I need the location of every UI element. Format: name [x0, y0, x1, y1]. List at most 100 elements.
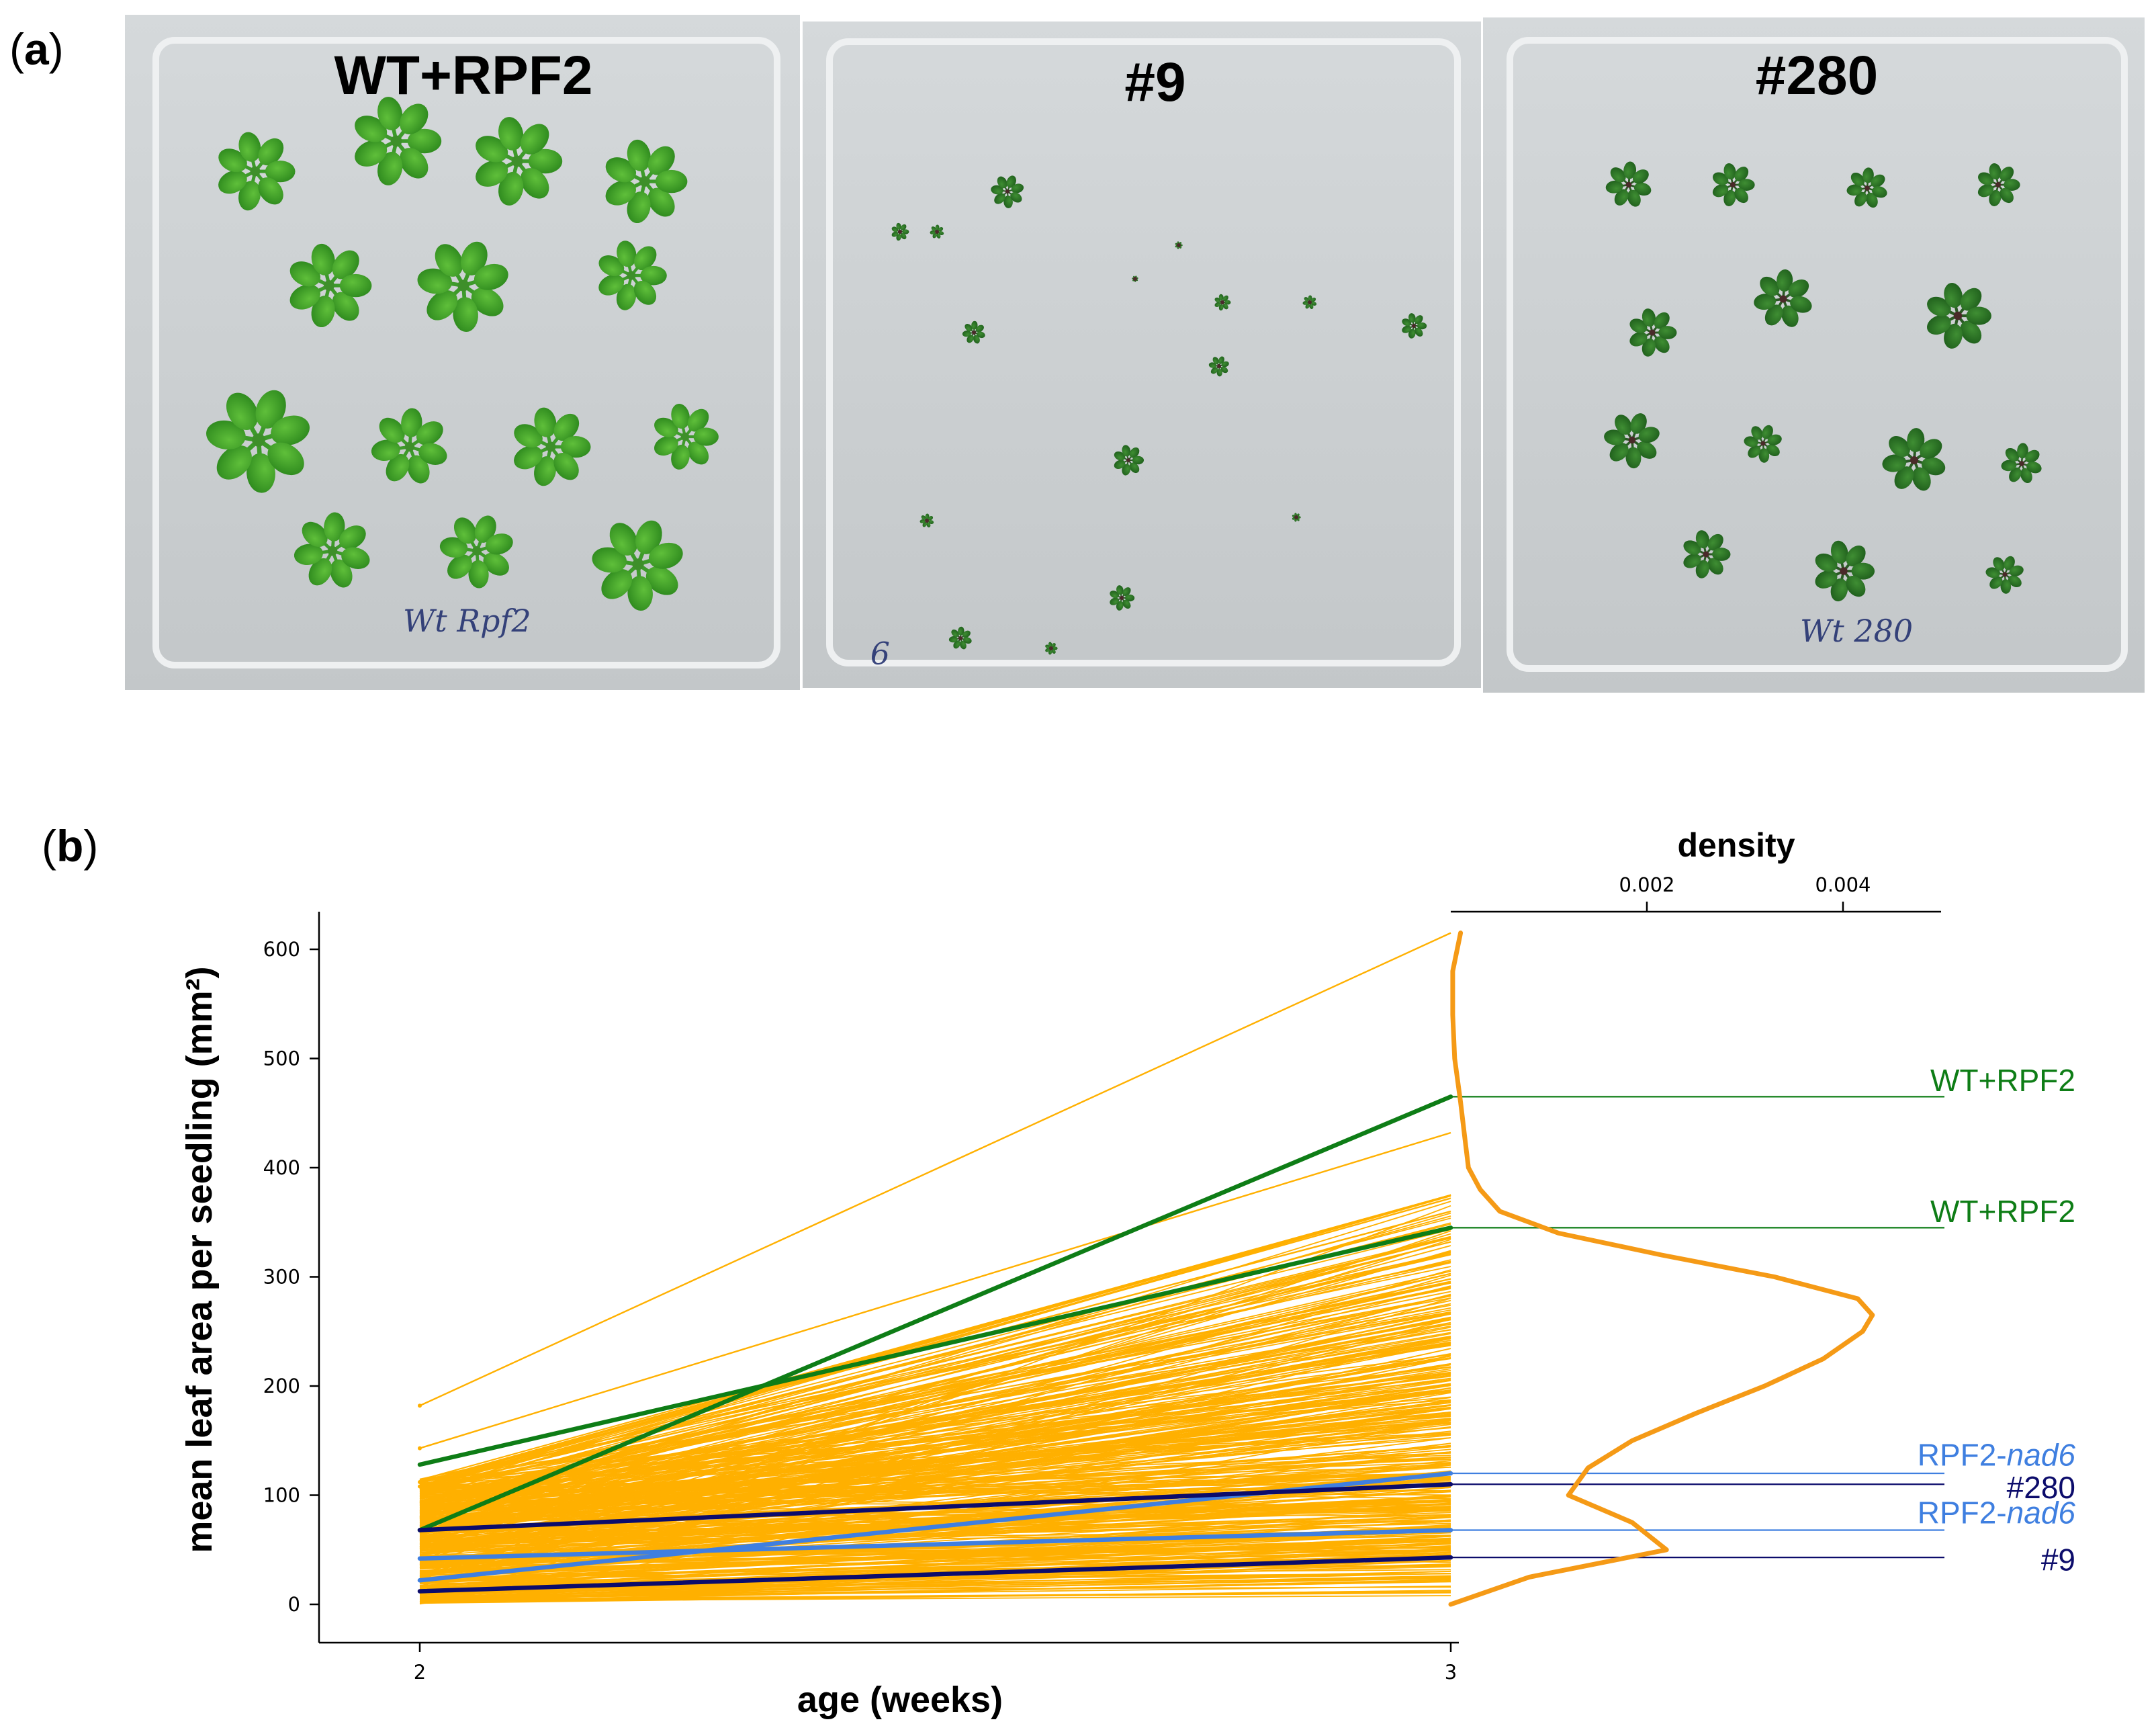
population-point — [418, 1403, 422, 1408]
seedling — [289, 243, 372, 328]
seedling-leaf — [2008, 575, 2022, 588]
seedling-leaf — [258, 138, 284, 166]
highlight-line — [417, 1482, 1453, 1532]
seedling-leaf — [997, 176, 1007, 189]
seedling-leaf — [1767, 434, 1782, 445]
population-line — [419, 1553, 1451, 1590]
seedling-center — [457, 279, 469, 292]
seedling-leaf — [609, 523, 638, 556]
seedling-leaf — [1977, 172, 1994, 185]
seedling-leaf — [1695, 530, 1710, 549]
seedling-center — [1625, 181, 1632, 188]
seedling-leaf — [1218, 356, 1224, 364]
panel-a: (a) WT+RPF2 Wt Rpf2 #9 9 #280 Wt 280 — [9, 15, 2145, 693]
seedling-leaf — [1414, 327, 1423, 337]
seedling-leaf — [485, 533, 513, 555]
population-line — [419, 1500, 1451, 1545]
seedling-leaf — [1989, 163, 2002, 180]
seedling-center — [250, 166, 261, 177]
seedling-leaf — [289, 284, 320, 310]
seedling-leaf — [1790, 296, 1812, 313]
seedling-leaf — [324, 512, 345, 542]
density-curve — [1448, 931, 1875, 1607]
seedling — [476, 117, 563, 206]
seedling-leaf — [605, 157, 637, 183]
seedling — [1985, 556, 2024, 594]
seedling-leaf — [483, 552, 509, 576]
seedling-leaf — [302, 521, 328, 548]
seedling-leaf — [1052, 646, 1058, 650]
seedling-center — [1953, 311, 1963, 320]
population-line — [419, 1504, 1451, 1567]
seedling-leaf — [339, 525, 366, 550]
series-label-italic: nad6 — [2007, 1437, 2076, 1472]
seedling-leaf — [2004, 556, 2015, 570]
seedling — [1744, 425, 1782, 463]
panel-b-letter: (b) — [42, 821, 98, 871]
seedling-leaf — [294, 544, 323, 566]
seedling-leaf — [258, 177, 283, 205]
seedling-leaf — [255, 390, 286, 429]
seedling-center — [1049, 646, 1053, 650]
population-line — [419, 1414, 1451, 1533]
seedling-leaf — [332, 250, 359, 279]
population-line — [419, 1595, 1451, 1602]
y-axis-title: mean leaf area per seedling (mm²) — [179, 966, 220, 1553]
seedling-leaf — [1912, 467, 1931, 491]
seedling-leaf — [418, 443, 447, 465]
seedling-leaf — [921, 515, 926, 520]
seedling-leaf — [958, 626, 964, 636]
seedling-center — [1133, 277, 1137, 281]
seedling-group — [206, 97, 719, 611]
plate-label: #9 — [1124, 52, 1185, 113]
seedling-leaf — [1850, 172, 1865, 186]
seedling-leaf — [1993, 557, 2005, 571]
highlight-line — [417, 1094, 1453, 1532]
seedling-leaf — [1846, 546, 1866, 567]
seedling — [1605, 161, 1652, 207]
seedling-leaf — [553, 453, 579, 480]
seedling-leaf — [975, 325, 984, 333]
highlight-line — [417, 1555, 1453, 1594]
x-axis-title: age (weeks) — [797, 1680, 1003, 1720]
seedling-leaf — [1302, 301, 1308, 305]
population-line — [419, 1230, 1451, 1577]
seedling-leaf — [1208, 362, 1217, 368]
seedling-leaf — [1777, 269, 1793, 292]
density-tick-label: 0.004 — [1815, 873, 1871, 896]
seedling-leaf — [900, 233, 907, 240]
seedling-center — [404, 441, 415, 452]
seedling — [1604, 413, 1660, 469]
seedling-leaf — [1695, 560, 1709, 578]
seedling-leaf — [1114, 460, 1126, 469]
seedling-leaf — [1927, 296, 1951, 317]
seedling-leaf — [1297, 516, 1301, 519]
seedling-center — [511, 155, 523, 167]
population-line — [419, 1372, 1451, 1544]
seedling — [355, 97, 442, 185]
population-line — [419, 1535, 1451, 1586]
seedling-leaf — [930, 230, 936, 234]
seedling-leaf — [355, 140, 388, 167]
seedling-leaf — [1638, 427, 1660, 443]
seedling-group — [891, 175, 1427, 655]
seedling-leaf — [1738, 179, 1755, 191]
seedling-center — [1126, 458, 1130, 462]
seedling-leaf — [1218, 294, 1224, 301]
seedling-leaf — [1920, 439, 1942, 459]
seedling-leaf — [534, 407, 557, 437]
seedling-leaf — [1882, 454, 1907, 472]
y-tick-label: 500 — [263, 1047, 300, 1070]
seedling-center — [1779, 295, 1787, 303]
seedling-center — [2019, 461, 2024, 466]
seedling-leaf — [971, 320, 978, 330]
seedling-leaf — [671, 404, 690, 429]
seedling-center — [958, 636, 962, 640]
seedling — [991, 175, 1024, 208]
seedling-leaf — [520, 124, 549, 155]
seedling-leaf — [1766, 444, 1780, 457]
seedling-leaf — [1615, 415, 1632, 435]
seedling-leaf — [267, 442, 304, 476]
seedling-leaf — [605, 180, 636, 206]
